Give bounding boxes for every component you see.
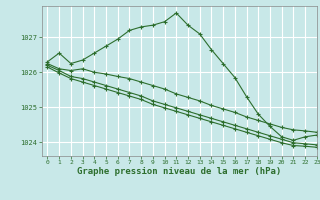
X-axis label: Graphe pression niveau de la mer (hPa): Graphe pression niveau de la mer (hPa): [77, 167, 281, 176]
